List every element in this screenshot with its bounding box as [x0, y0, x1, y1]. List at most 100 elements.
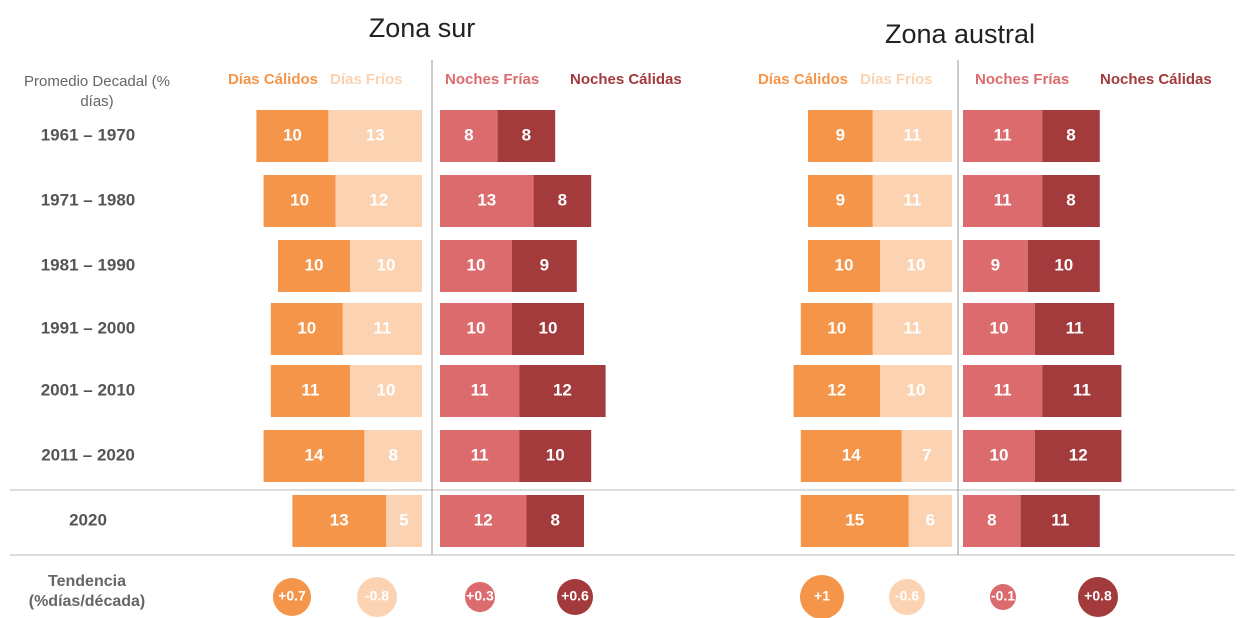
bar-label: 10 [990, 445, 1009, 464]
bar-label: 11 [1073, 380, 1091, 399]
bar [808, 240, 880, 292]
bar [1035, 303, 1115, 355]
legend-label: Días Cálidos [228, 71, 318, 88]
bar-label: 10 [377, 255, 396, 274]
bar-label: 12 [827, 380, 846, 399]
bar [512, 303, 584, 355]
bar [963, 495, 1021, 547]
trend-label: -0.8 [365, 588, 389, 604]
trend-header: Tendencia (%días/década) [28, 573, 146, 610]
trend-circle [990, 584, 1016, 610]
bar [292, 495, 386, 547]
bar-label: 11 [373, 318, 391, 337]
bar-label: 7 [922, 445, 931, 464]
row-label: 1981 – 1990 [41, 255, 136, 274]
bar [1042, 175, 1100, 227]
bar-label: 10 [290, 190, 309, 209]
bar-label: 10 [297, 318, 316, 337]
trend-circle [273, 578, 311, 616]
bar [808, 175, 873, 227]
bar [440, 240, 512, 292]
bar [800, 303, 873, 355]
bar [440, 365, 520, 417]
bar-label: 10 [907, 255, 926, 274]
bar [519, 365, 606, 417]
bar-label: 10 [1054, 255, 1073, 274]
row-label: 1991 – 2000 [41, 318, 136, 337]
bar [256, 110, 329, 162]
bar-label: 8 [522, 125, 531, 144]
trend-label: -0.1 [991, 588, 1015, 604]
row-label: 2020 [69, 510, 107, 529]
bar [440, 430, 520, 482]
row-label: 1971 – 1980 [41, 190, 136, 209]
bar-label: 11 [1051, 510, 1069, 529]
bar [963, 110, 1043, 162]
legend-label: Noches Cálidas [570, 71, 682, 88]
bar-label: 11 [471, 380, 489, 399]
bar-label: 11 [994, 125, 1012, 144]
row-label: 2011 – 2020 [41, 445, 135, 464]
bar-label: 9 [991, 255, 1000, 274]
bar [526, 495, 584, 547]
bar-label: 6 [926, 510, 935, 529]
trend-label: +1 [814, 588, 830, 604]
bar-label: 10 [467, 255, 486, 274]
bar [440, 495, 527, 547]
bar [963, 240, 1028, 292]
legend-label: Días Fríos [330, 71, 403, 88]
bar [440, 110, 498, 162]
bar-label: 8 [388, 445, 397, 464]
bar-label: 10 [546, 445, 565, 464]
bar [1020, 495, 1100, 547]
bar [800, 495, 909, 547]
bar-label: 10 [539, 318, 558, 337]
bar-label: 9 [540, 255, 549, 274]
trend-circle [800, 575, 844, 618]
bar-label: 9 [836, 190, 845, 209]
zone-title: Zona sur [369, 13, 476, 43]
bar [872, 303, 952, 355]
bar-label: 12 [1069, 445, 1088, 464]
bar [270, 303, 343, 355]
bar [364, 430, 422, 482]
bar-label: 11 [903, 318, 921, 337]
bar-label: 11 [994, 380, 1012, 399]
bar [908, 495, 952, 547]
bar-label: 8 [1066, 125, 1075, 144]
bar [386, 495, 422, 547]
bar [278, 240, 350, 292]
bar [1042, 110, 1100, 162]
legend-label: Días Fríos [860, 71, 933, 88]
bar [497, 110, 556, 162]
bar [901, 430, 952, 482]
bar [350, 240, 422, 292]
trend-label: +0.6 [561, 588, 589, 604]
bar [519, 430, 592, 482]
bar [342, 303, 422, 355]
bar [440, 175, 534, 227]
bar [872, 175, 952, 227]
trend-label: -0.6 [895, 588, 919, 604]
trend-circle [557, 579, 593, 615]
bar [512, 240, 577, 292]
legend-label: Días Cálidos [758, 71, 848, 88]
bar [335, 175, 422, 227]
bar-label: 11 [994, 190, 1012, 209]
bar [1042, 365, 1122, 417]
bar [800, 430, 902, 482]
bar-label: 10 [377, 380, 396, 399]
bar [270, 365, 350, 417]
bar [963, 365, 1043, 417]
bar-label: 8 [558, 190, 567, 209]
bar [963, 175, 1043, 227]
bar [963, 303, 1035, 355]
bar-label: 15 [845, 510, 864, 529]
bar [880, 365, 952, 417]
bar [440, 303, 512, 355]
legend-label: Noches Frías [975, 71, 1069, 88]
bar-label: 11 [903, 190, 921, 209]
bar-label: 8 [1066, 190, 1075, 209]
